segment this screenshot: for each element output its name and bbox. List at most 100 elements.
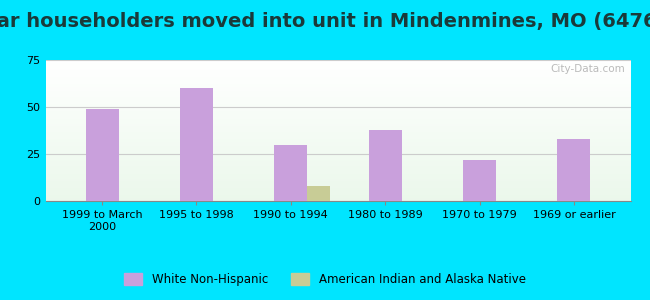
Bar (46, 72, 630, 73)
Bar (46, 75, 630, 76)
Bar (46, 181, 630, 182)
Bar (46, 186, 630, 187)
Bar (46, 124, 630, 125)
Bar (46, 82, 630, 83)
Bar (46, 115, 630, 116)
Bar (46, 179, 630, 180)
Bar (46, 63, 630, 64)
Text: Year householders moved into unit in Mindenmines, MO (64769): Year householders moved into unit in Min… (0, 12, 650, 31)
Bar (46, 114, 630, 115)
Bar (46, 145, 630, 146)
Bar (46, 142, 630, 143)
Bar (46, 154, 630, 155)
Bar (46, 80, 630, 81)
Bar (46, 99, 630, 100)
Bar (46, 74, 630, 75)
Bar (46, 123, 630, 124)
Bar (46, 92, 630, 93)
Bar (46, 197, 630, 198)
Bar (46, 95, 630, 96)
Bar (46, 172, 630, 173)
Bar (46, 70, 630, 71)
Bar (46, 163, 630, 164)
Bar (46, 85, 630, 86)
Bar (46, 198, 630, 199)
Bar (46, 64, 630, 65)
Bar (46, 135, 630, 136)
Bar (46, 87, 630, 88)
Bar (46, 158, 630, 159)
Bar (46, 117, 630, 118)
Bar (46, 183, 630, 184)
Bar (46, 118, 630, 119)
Bar (46, 97, 630, 98)
Bar (46, 199, 630, 200)
Bar (46, 144, 630, 145)
Bar (46, 177, 630, 178)
Bar (46, 103, 630, 104)
Bar (46, 122, 630, 123)
Bar (46, 147, 630, 148)
Bar (46, 161, 630, 162)
Bar (46, 90, 630, 91)
Bar (46, 152, 630, 153)
Bar (46, 66, 630, 67)
Bar (46, 68, 630, 69)
Bar (46, 200, 630, 201)
Bar (46, 162, 630, 163)
Bar (46, 173, 630, 174)
Bar (46, 182, 630, 183)
Bar (46, 171, 630, 172)
Bar (46, 71, 630, 72)
Bar (46, 167, 630, 168)
Bar (46, 62, 630, 63)
Bar (46, 180, 630, 181)
Bar (46, 160, 630, 161)
Bar (46, 193, 630, 194)
Bar (46, 151, 630, 152)
Bar (46, 83, 630, 84)
Bar (46, 187, 630, 188)
Bar (46, 194, 630, 195)
Bar (46, 164, 630, 165)
Bar (46, 69, 630, 70)
Bar (274, 145, 307, 201)
Bar (46, 73, 630, 74)
Bar (46, 113, 630, 114)
Bar (46, 94, 630, 95)
Bar (46, 100, 630, 101)
Bar (46, 166, 630, 167)
Bar (46, 125, 630, 126)
Bar (46, 192, 630, 193)
Bar (46, 137, 630, 138)
Bar (46, 185, 630, 186)
Bar (46, 67, 630, 68)
Bar (46, 105, 630, 106)
Bar (46, 190, 630, 191)
Bar (46, 109, 630, 110)
Bar (46, 148, 630, 149)
Bar (46, 120, 630, 121)
Bar (46, 127, 630, 128)
Bar (46, 143, 630, 144)
Bar (46, 159, 630, 160)
Bar (46, 184, 630, 185)
Bar (46, 131, 630, 132)
Bar (46, 60, 630, 61)
Bar (46, 150, 630, 151)
Bar (46, 133, 630, 134)
Bar (46, 77, 630, 78)
Bar (46, 85, 630, 86)
Bar (46, 128, 630, 129)
Bar (46, 157, 630, 158)
Bar (46, 165, 630, 166)
Bar (46, 98, 630, 99)
Text: City-Data.com: City-Data.com (550, 64, 625, 74)
Bar (46, 107, 630, 108)
Bar (46, 176, 630, 177)
Bar (46, 89, 630, 90)
Bar (46, 108, 630, 109)
Bar (46, 169, 630, 170)
Bar (46, 156, 630, 157)
Bar (46, 155, 630, 156)
